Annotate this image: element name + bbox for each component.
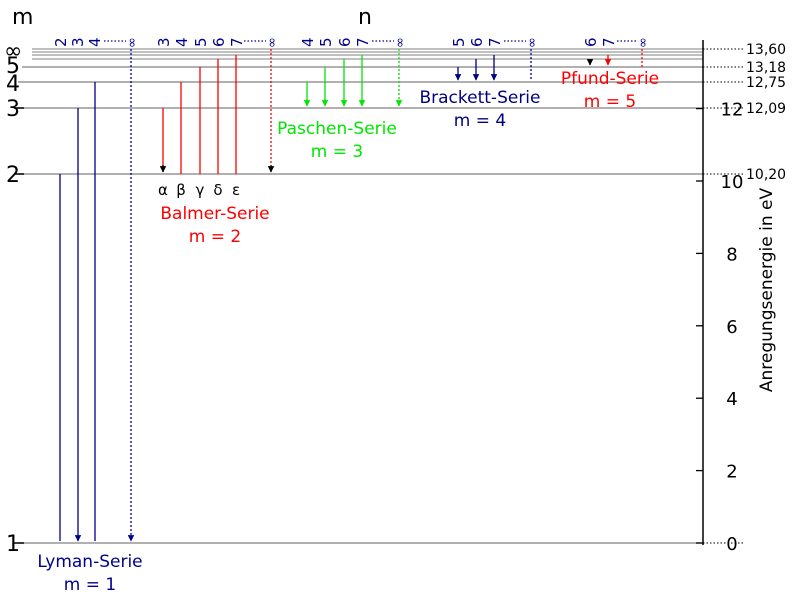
level-label-m2: 2	[6, 163, 20, 188]
level-label-infinity: ∞	[4, 39, 22, 64]
level-label-m5: 5	[6, 54, 20, 79]
brackett-series: 5 6 7 ∞ Brackett-Serie m = 4	[419, 37, 540, 131]
brackett-n-infinity: ∞	[525, 37, 540, 48]
pfund-n-6: 6	[582, 37, 600, 47]
balmer-n-4: 4	[173, 37, 191, 47]
balmer-series-m: m = 2	[189, 227, 241, 247]
balmer-greek-delta: δ	[213, 181, 222, 199]
brackett-n-5: 5	[450, 37, 468, 47]
level-label-m3: 3	[6, 97, 20, 122]
level-label-m4: 4	[6, 72, 20, 97]
energy-axis: 0 2 4 6 8 10 12 Anregungsenergie in eV	[696, 40, 777, 555]
energy-axis-title: Anregungsenergie in eV	[757, 188, 777, 393]
paschen-n-5: 5	[317, 37, 335, 47]
level-energy-value: 10,20	[746, 167, 786, 183]
paschen-n-infinity: ∞	[393, 37, 408, 48]
energy-axis-tick-label: 0	[726, 534, 737, 555]
energy-axis-tick-label: 10	[721, 172, 744, 193]
energy-axis-tick-label: 4	[726, 389, 737, 410]
balmer-n-3: 3	[155, 37, 173, 47]
paschen-series: 4 5 6 7 ∞ Paschen-Serie m = 3	[277, 37, 408, 162]
energy-axis-tick-label: 2	[726, 462, 737, 483]
pfund-series: 6 7 ∞ Pfund-Serie m = 5	[561, 37, 659, 112]
lyman-series-m: m = 1	[64, 575, 116, 595]
brackett-n-7: 7	[486, 37, 504, 47]
energy-axis-tick-label: 12	[721, 100, 744, 121]
paschen-series-name: Paschen-Serie	[277, 119, 397, 139]
level-energy-value: 12,75	[746, 75, 786, 91]
lyman-n-4: 4	[86, 37, 104, 47]
balmer-n-7: 7	[228, 37, 246, 47]
brackett-series-name: Brackett-Serie	[419, 88, 540, 108]
n-header: n	[358, 5, 372, 30]
balmer-n-6: 6	[210, 37, 228, 47]
balmer-greek-epsilon: ε	[232, 181, 240, 199]
paschen-n-7: 7	[354, 37, 372, 47]
balmer-n-5: 5	[192, 37, 210, 47]
lyman-n-3: 3	[69, 37, 87, 47]
brackett-series-m: m = 4	[454, 111, 506, 131]
lyman-n-infinity: ∞	[125, 37, 140, 48]
brackett-n-6: 6	[468, 37, 486, 47]
pfund-series-name: Pfund-Serie	[561, 69, 659, 89]
energy-axis-tick-label: 6	[726, 317, 737, 338]
balmer-greek-alpha: α	[158, 181, 168, 199]
paschen-n-6: 6	[336, 37, 354, 47]
level-energy-value: 13,60	[746, 42, 786, 58]
paschen-n-4: 4	[299, 37, 317, 47]
level-label-m1: 1	[6, 532, 20, 557]
balmer-greek-beta: β	[176, 181, 186, 199]
level-energy-value: 13,18	[746, 60, 786, 76]
lyman-series-name: Lyman-Serie	[37, 552, 142, 572]
lyman-n-2: 2	[52, 37, 70, 47]
level-energy-value: 12,09	[746, 101, 786, 117]
energy-axis-ticks: 0 2 4 6 8 10 12	[696, 100, 743, 555]
lyman-series: 2 3 4 ∞ Lyman-Serie m = 1	[37, 37, 142, 595]
energy-axis-tick-label: 8	[726, 244, 737, 265]
balmer-greek-gamma: γ	[196, 181, 205, 199]
balmer-n-infinity: ∞	[265, 37, 280, 48]
balmer-series-name: Balmer-Serie	[160, 204, 269, 224]
energy-levels	[14, 48, 703, 544]
balmer-series: 3 4 5 6 7 ∞ α β γ δ ε Balmer-Serie m = 2	[155, 37, 280, 247]
pfund-n-7: 7	[600, 37, 618, 47]
m-header: m	[12, 5, 33, 30]
pfund-series-m: m = 5	[584, 92, 636, 112]
pfund-n-infinity: ∞	[636, 37, 651, 48]
paschen-series-m: m = 3	[311, 142, 363, 162]
